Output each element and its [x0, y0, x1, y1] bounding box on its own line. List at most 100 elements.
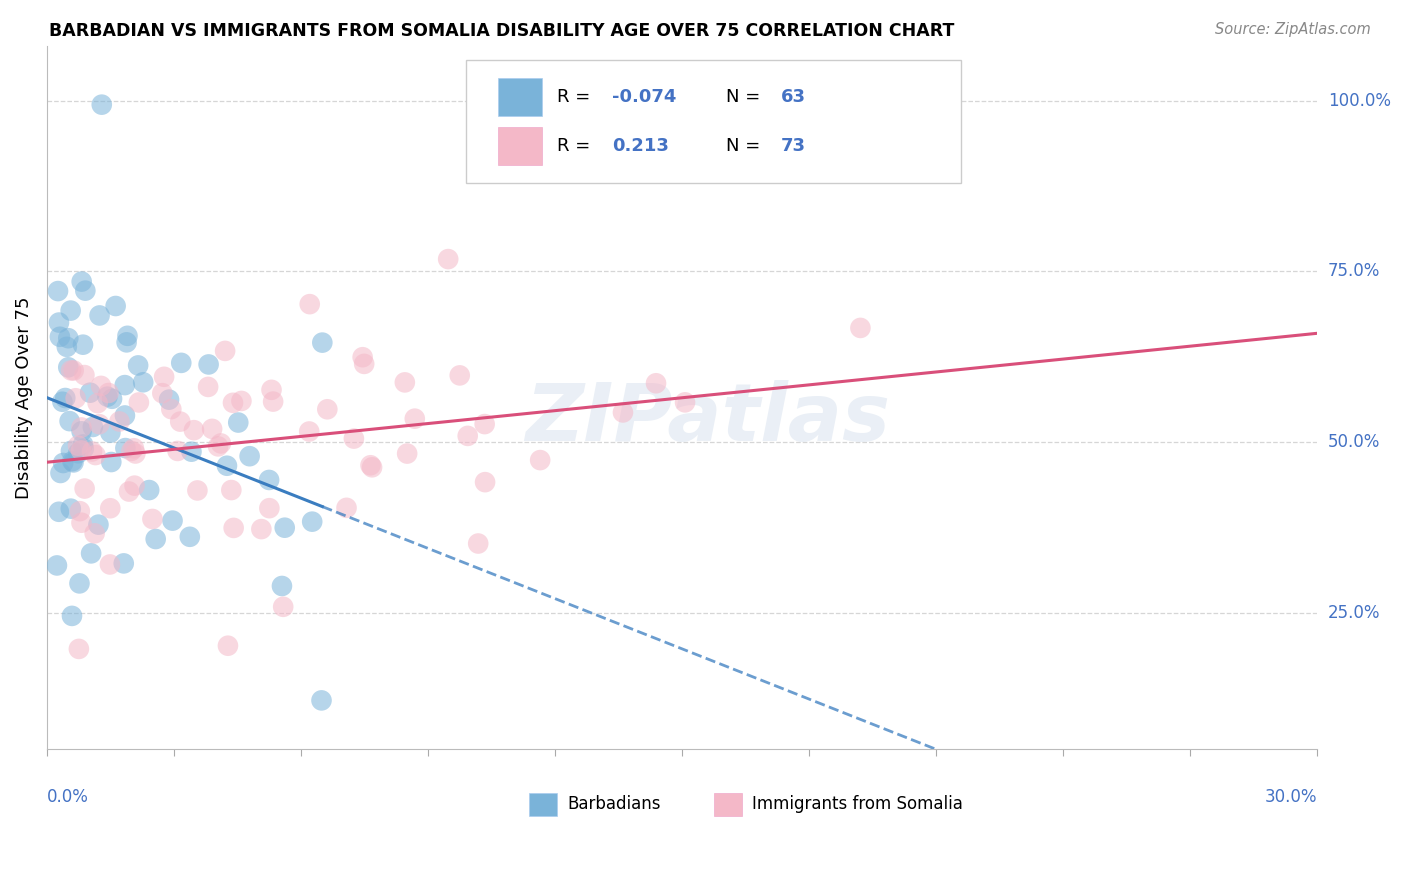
- Point: [197, 358, 219, 372]
- Point: [217, 639, 239, 653]
- Point: [127, 359, 149, 373]
- Point: [122, 442, 145, 456]
- Text: R =: R =: [557, 137, 596, 155]
- FancyBboxPatch shape: [498, 127, 543, 165]
- Point: [404, 411, 426, 425]
- Point: [226, 416, 249, 430]
- Point: [153, 369, 176, 384]
- Point: [70, 425, 93, 439]
- Point: [70, 516, 93, 530]
- Text: 73: 73: [780, 137, 806, 155]
- Point: [124, 478, 146, 492]
- Point: [298, 425, 321, 439]
- Point: [52, 456, 75, 470]
- Point: [60, 363, 83, 377]
- Point: [529, 453, 551, 467]
- Point: [260, 383, 283, 397]
- Point: [360, 458, 382, 473]
- Point: [114, 409, 136, 423]
- Point: [62, 363, 84, 377]
- Point: [60, 608, 83, 623]
- Point: [67, 439, 90, 453]
- Point: [197, 380, 219, 394]
- FancyBboxPatch shape: [530, 793, 557, 816]
- Point: [69, 576, 91, 591]
- Text: 100.0%: 100.0%: [1329, 92, 1391, 110]
- Text: N =: N =: [727, 137, 766, 155]
- Point: [201, 422, 224, 436]
- Point: [72, 437, 94, 451]
- Point: [239, 449, 262, 463]
- FancyBboxPatch shape: [498, 78, 543, 116]
- Point: [58, 331, 80, 345]
- Point: [59, 303, 82, 318]
- Point: [79, 385, 101, 400]
- Point: [89, 309, 111, 323]
- Point: [100, 455, 122, 469]
- Point: [59, 443, 82, 458]
- FancyBboxPatch shape: [714, 793, 741, 816]
- Point: [70, 420, 93, 434]
- Point: [250, 522, 273, 536]
- Point: [104, 299, 127, 313]
- Point: [114, 378, 136, 392]
- Point: [59, 414, 82, 428]
- Point: [100, 425, 122, 440]
- Point: [56, 340, 79, 354]
- Text: 50.0%: 50.0%: [1329, 434, 1381, 451]
- Point: [298, 297, 321, 311]
- Point: [215, 458, 238, 473]
- Text: 63: 63: [780, 88, 806, 106]
- Point: [108, 415, 131, 429]
- Point: [166, 444, 188, 458]
- Point: [132, 376, 155, 390]
- FancyBboxPatch shape: [465, 61, 962, 184]
- Point: [221, 483, 243, 497]
- Point: [170, 356, 193, 370]
- Point: [48, 505, 70, 519]
- Text: 30.0%: 30.0%: [1264, 789, 1317, 806]
- Point: [311, 693, 333, 707]
- Point: [257, 473, 280, 487]
- Point: [150, 386, 173, 401]
- Point: [214, 343, 236, 358]
- Text: Barbadians: Barbadians: [568, 795, 661, 814]
- Point: [101, 392, 124, 406]
- Point: [80, 546, 103, 560]
- Point: [673, 395, 696, 409]
- Point: [84, 448, 107, 462]
- Point: [343, 432, 366, 446]
- Point: [96, 390, 118, 404]
- Text: R =: R =: [557, 88, 596, 106]
- Point: [169, 415, 191, 429]
- Point: [58, 360, 80, 375]
- Point: [183, 423, 205, 437]
- Point: [612, 405, 634, 419]
- Point: [87, 517, 110, 532]
- Point: [49, 330, 72, 344]
- Point: [162, 514, 184, 528]
- Point: [138, 483, 160, 497]
- Point: [114, 441, 136, 455]
- Point: [157, 392, 180, 407]
- Point: [316, 402, 339, 417]
- Point: [361, 460, 384, 475]
- Point: [849, 321, 872, 335]
- Point: [70, 443, 93, 458]
- Point: [89, 417, 111, 432]
- Point: [80, 444, 103, 458]
- Text: ZIPatlas: ZIPatlas: [524, 380, 890, 458]
- Point: [70, 275, 93, 289]
- Point: [73, 442, 96, 456]
- Point: [75, 284, 97, 298]
- Point: [62, 455, 84, 469]
- Point: [311, 335, 333, 350]
- Point: [73, 482, 96, 496]
- Point: [180, 444, 202, 458]
- Point: [335, 500, 357, 515]
- Point: [396, 446, 419, 460]
- Point: [259, 501, 281, 516]
- Point: [209, 436, 232, 450]
- Point: [97, 386, 120, 401]
- Point: [207, 439, 229, 453]
